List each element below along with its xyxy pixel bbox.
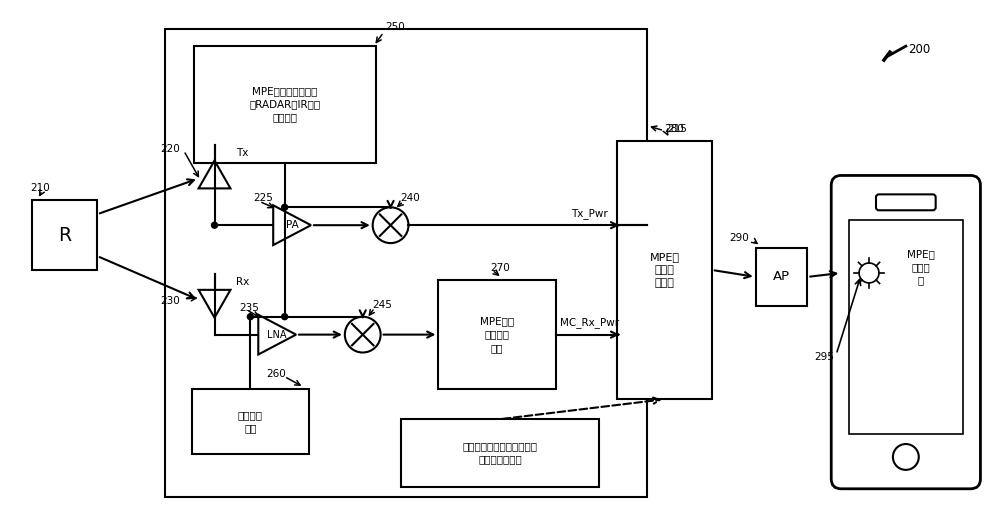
Text: 监控信号，并将其水平与预
定阈值进行比较: 监控信号，并将其水平与预 定阈值进行比较 <box>463 441 538 464</box>
FancyBboxPatch shape <box>876 195 936 210</box>
Text: Rx: Rx <box>236 277 250 287</box>
Text: 290: 290 <box>729 233 749 243</box>
Text: 210: 210 <box>31 184 50 194</box>
Text: 245: 245 <box>373 300 393 310</box>
Bar <box>32 200 97 270</box>
Text: 240: 240 <box>401 194 420 203</box>
Text: 215: 215 <box>667 124 687 134</box>
Bar <box>617 141 712 399</box>
Text: 260: 260 <box>266 369 286 379</box>
Bar <box>192 389 309 454</box>
Text: Tx_Pwr: Tx_Pwr <box>571 208 608 219</box>
Text: 295: 295 <box>814 353 834 362</box>
Bar <box>165 29 647 497</box>
Text: AP: AP <box>773 270 790 283</box>
Text: 230: 230 <box>160 296 180 306</box>
Bar <box>401 419 599 487</box>
Bar <box>438 280 556 389</box>
Bar <box>194 46 376 163</box>
Circle shape <box>282 314 288 320</box>
Text: 电容式传
感器: 电容式传 感器 <box>238 410 263 433</box>
Text: 250: 250 <box>386 22 405 32</box>
Text: 270: 270 <box>490 263 510 273</box>
Bar <box>756 248 807 306</box>
Text: MPE传
感器故
障: MPE传 感器故 障 <box>907 249 935 285</box>
Text: LNA: LNA <box>267 329 287 339</box>
Text: Tx: Tx <box>236 147 249 157</box>
Text: 220: 220 <box>160 144 180 154</box>
Circle shape <box>282 204 288 210</box>
Text: MPE传感器信号生成
（RADAR、IR、超
声波等）: MPE传感器信号生成 （RADAR、IR、超 声波等） <box>249 86 320 122</box>
Text: MC_Rx_Pwr: MC_Rx_Pwr <box>560 317 619 328</box>
Text: 235: 235 <box>239 303 259 313</box>
Text: 200: 200 <box>908 43 930 55</box>
Text: MPE传
感器控
制单元: MPE传 感器控 制单元 <box>650 252 680 288</box>
Circle shape <box>212 222 218 228</box>
Text: MPE信号
检测和后
处理: MPE信号 检测和后 处理 <box>480 316 514 353</box>
Text: 280: 280 <box>664 124 684 134</box>
FancyBboxPatch shape <box>831 175 980 489</box>
Text: R: R <box>58 225 71 245</box>
Circle shape <box>247 314 253 320</box>
Bar <box>849 220 963 434</box>
Text: 225: 225 <box>253 194 273 203</box>
Text: PA: PA <box>286 220 298 230</box>
